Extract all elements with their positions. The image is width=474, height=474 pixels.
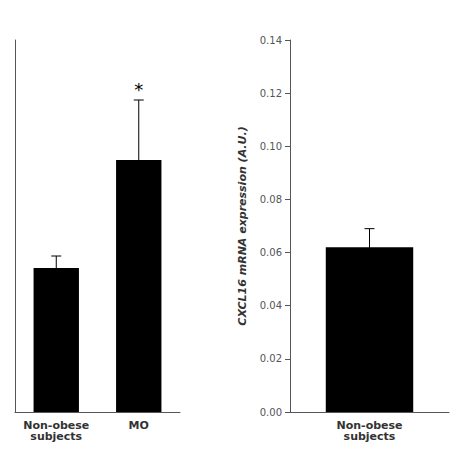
svg-text:0.00: 0.00 bbox=[260, 407, 282, 418]
svg-text:subjects: subjects bbox=[344, 430, 396, 443]
svg-text:*: * bbox=[134, 79, 143, 100]
svg-text:0.10: 0.10 bbox=[260, 141, 282, 152]
svg-text:0.06: 0.06 bbox=[260, 247, 282, 258]
svg-text:0.04: 0.04 bbox=[260, 300, 282, 311]
svg-text:0.08: 0.08 bbox=[260, 194, 282, 205]
svg-text:0.02: 0.02 bbox=[260, 353, 282, 364]
svg-text:CXCL16 mRNA expression (A.U.): CXCL16 mRNA expression (A.U.) bbox=[236, 126, 249, 325]
svg-text:0.14: 0.14 bbox=[260, 35, 282, 46]
svg-text:Non-obese: Non-obese bbox=[336, 419, 403, 432]
svg-text:Non-obese: Non-obese bbox=[23, 419, 90, 432]
svg-text:MO: MO bbox=[129, 419, 149, 432]
svg-text:0.12: 0.12 bbox=[260, 88, 282, 99]
svg-text:subjects: subjects bbox=[30, 430, 82, 443]
